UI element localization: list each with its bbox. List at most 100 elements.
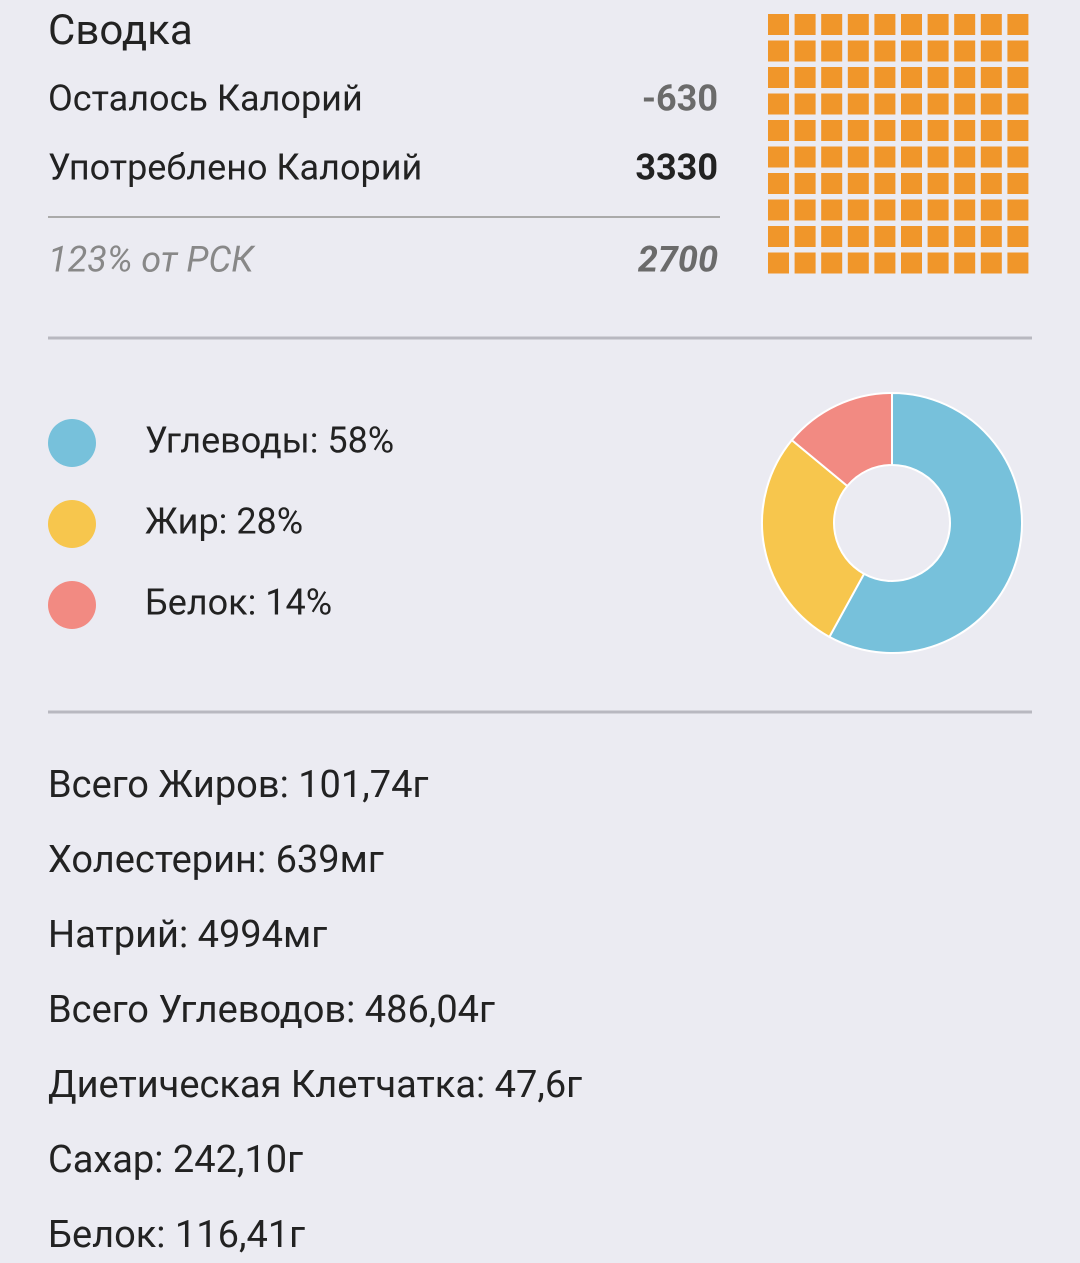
waffle-cell bbox=[980, 14, 1002, 35]
legend-dot bbox=[48, 500, 96, 548]
waffle-cell bbox=[794, 93, 816, 115]
waffle-cell bbox=[821, 146, 843, 168]
waffle-cell bbox=[768, 226, 789, 247]
waffle-cell bbox=[821, 173, 843, 194]
donut-slice bbox=[828, 391, 1023, 654]
waffle-cell bbox=[901, 40, 922, 62]
waffle-cell bbox=[847, 199, 869, 221]
waffle-cell bbox=[901, 226, 922, 247]
waffle-cell bbox=[954, 226, 976, 247]
row-label: Употреблено Калорий bbox=[48, 147, 422, 189]
waffle-cell bbox=[821, 93, 843, 115]
waffle-cell bbox=[768, 67, 789, 88]
waffle-cell bbox=[874, 67, 896, 88]
waffle-cell bbox=[954, 14, 976, 35]
waffle-cell bbox=[954, 252, 976, 274]
summary-title: Сводка bbox=[48, 6, 193, 55]
footer-value: 2700 bbox=[638, 239, 718, 281]
row-label: Осталось Калорий bbox=[48, 78, 363, 120]
waffle-cell bbox=[794, 226, 816, 247]
nutrient-line: Всего Жиров: 101,74г bbox=[48, 763, 428, 807]
waffle-cell bbox=[901, 14, 922, 35]
waffle-cell bbox=[901, 93, 922, 115]
nutrient-line: Натрий: 4994мг bbox=[48, 913, 327, 957]
waffle-cell bbox=[874, 199, 896, 221]
waffle-cell bbox=[821, 252, 843, 274]
waffle-cell bbox=[954, 173, 976, 194]
waffle-cell bbox=[927, 67, 949, 88]
waffle-cell bbox=[1007, 14, 1029, 35]
waffle-cell bbox=[1007, 40, 1029, 62]
waffle-cell bbox=[821, 226, 843, 247]
waffle-cell bbox=[954, 40, 976, 62]
waffle-cell bbox=[927, 93, 949, 115]
waffle-cell bbox=[980, 40, 1002, 62]
row-value: -630 bbox=[642, 78, 718, 120]
waffle-cell bbox=[1007, 252, 1029, 274]
waffle-cell bbox=[847, 173, 869, 194]
waffle-cell bbox=[980, 252, 1002, 274]
waffle-cell bbox=[901, 199, 922, 221]
waffle-cell bbox=[768, 14, 789, 35]
waffle-cell bbox=[954, 93, 976, 115]
waffle-cell bbox=[927, 173, 949, 194]
waffle-cell bbox=[847, 40, 869, 62]
waffle-cell bbox=[1007, 146, 1029, 168]
waffle-cell bbox=[927, 226, 949, 247]
waffle-cell bbox=[954, 67, 976, 88]
waffle-cell bbox=[1007, 173, 1029, 194]
waffle-cell bbox=[874, 40, 896, 62]
waffle-cell bbox=[794, 146, 816, 168]
waffle-cell bbox=[901, 146, 922, 168]
waffle-cell bbox=[901, 252, 922, 274]
waffle-cell bbox=[821, 199, 843, 221]
waffle-cell bbox=[847, 93, 869, 115]
waffle-cell bbox=[874, 93, 896, 115]
waffle-cell bbox=[927, 40, 949, 62]
row-value: 3330 bbox=[635, 147, 718, 189]
waffle-cell bbox=[980, 173, 1002, 194]
nutrient-line: Белок: 116,41г bbox=[48, 1213, 305, 1257]
waffle-cell bbox=[847, 14, 869, 35]
waffle-cell bbox=[980, 146, 1002, 168]
waffle-cell bbox=[794, 199, 816, 221]
waffle-cell bbox=[847, 226, 869, 247]
waffle-cell bbox=[927, 14, 949, 35]
waffle-cell bbox=[927, 252, 949, 274]
nutrient-line: Сахар: 242,10г bbox=[48, 1138, 303, 1182]
legend-label: Жир: 28% bbox=[145, 501, 303, 543]
waffle-cell bbox=[901, 120, 922, 141]
waffle-cell bbox=[980, 226, 1002, 247]
waffle-cell bbox=[821, 67, 843, 88]
waffle-cell bbox=[794, 67, 816, 88]
donut-slice bbox=[790, 391, 893, 488]
waffle-cell bbox=[954, 120, 976, 141]
nutrient-line: Всего Углеводов: 486,04г bbox=[48, 988, 495, 1032]
waffle-cell bbox=[821, 40, 843, 62]
legend-dot bbox=[48, 419, 96, 467]
waffle-cell bbox=[874, 146, 896, 168]
waffle-cell bbox=[954, 199, 976, 221]
waffle-cell bbox=[874, 252, 896, 274]
waffle-cell bbox=[901, 173, 922, 194]
waffle-cell bbox=[794, 14, 816, 35]
waffle-cell bbox=[874, 120, 896, 141]
waffle-cell bbox=[768, 40, 789, 62]
waffle-cell bbox=[874, 14, 896, 35]
waffle-cell bbox=[927, 146, 949, 168]
legend-label: Углеводы: 58% bbox=[145, 420, 394, 462]
waffle-cell bbox=[768, 252, 789, 274]
waffle-cell bbox=[847, 67, 869, 88]
waffle-cell bbox=[847, 120, 869, 141]
nutrient-line: Диетическая Клетчатка: 47,6г bbox=[48, 1063, 582, 1107]
waffle-cell bbox=[847, 252, 869, 274]
waffle-cell bbox=[1007, 93, 1029, 115]
waffle-cell bbox=[1007, 120, 1029, 141]
waffle-cell bbox=[847, 146, 869, 168]
waffle-cell bbox=[768, 93, 789, 115]
waffle-cell bbox=[1007, 226, 1029, 247]
waffle-cell bbox=[768, 120, 789, 141]
waffle-cell bbox=[874, 173, 896, 194]
